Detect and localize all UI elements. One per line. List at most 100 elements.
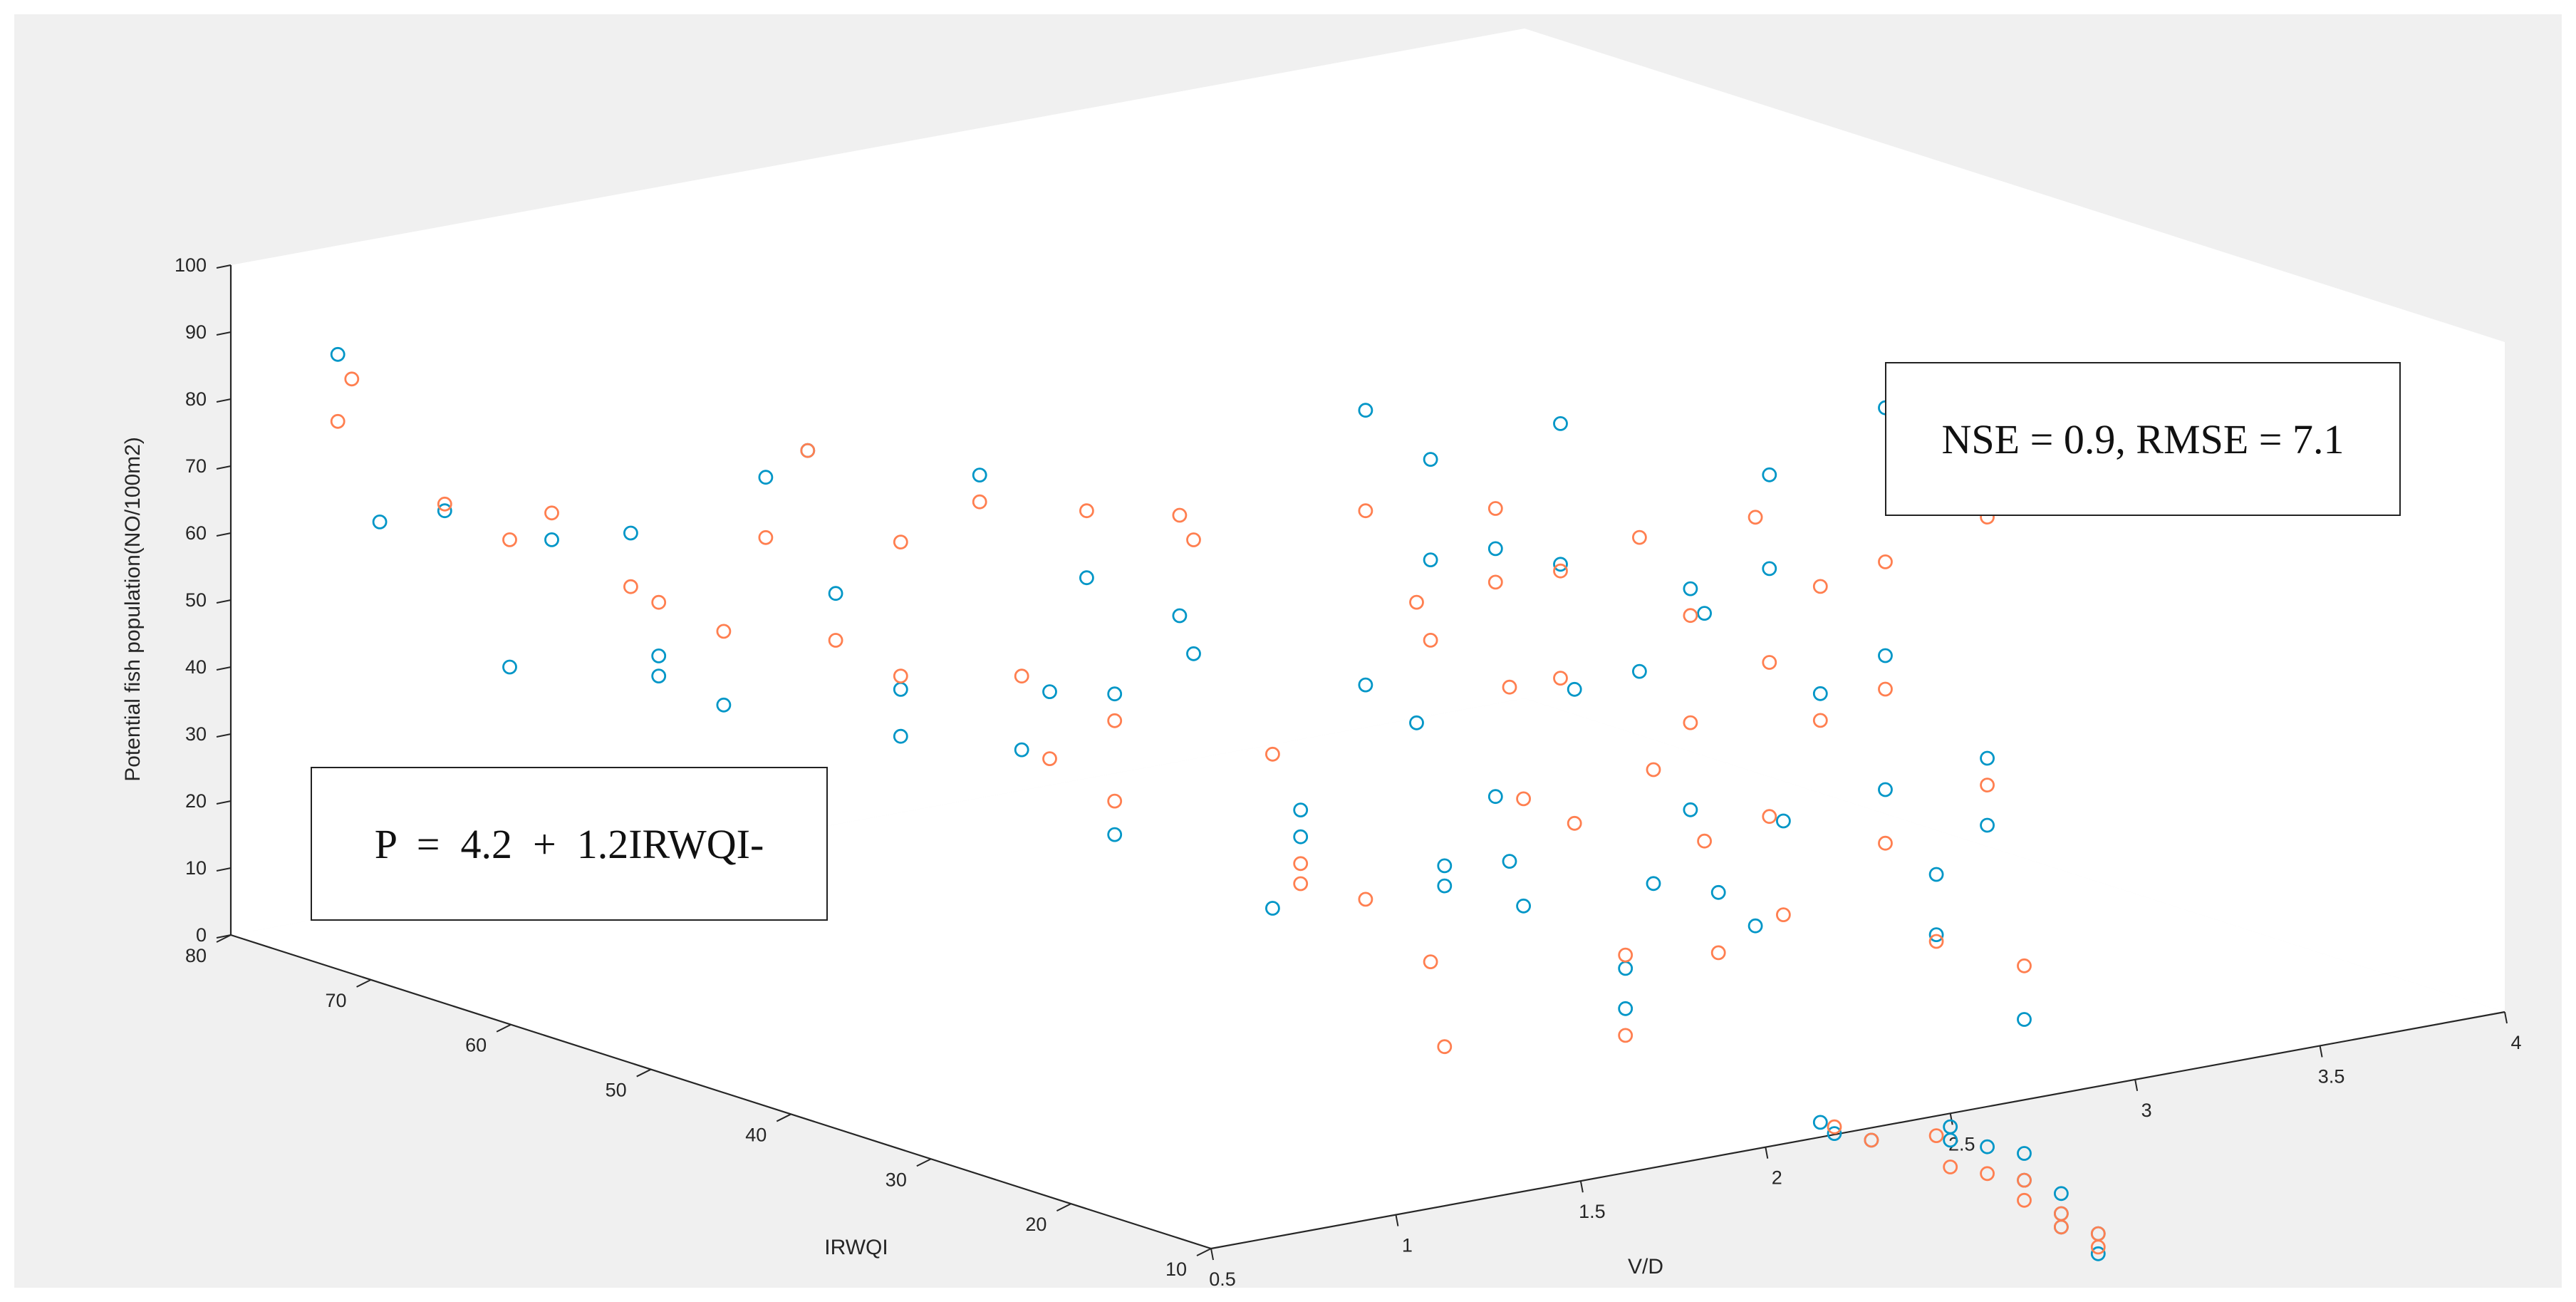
data-point-series-1 xyxy=(1079,570,1094,586)
data-point-series-2 xyxy=(330,413,346,429)
data-point-series-2 xyxy=(1980,777,1995,792)
data-point-series-2 xyxy=(1928,934,1944,949)
z-tick-label: 80 xyxy=(185,388,207,410)
y-tick-label: 60 xyxy=(465,1035,487,1056)
x-axis-title: V/D xyxy=(1628,1255,1663,1278)
data-point-series-1 xyxy=(1502,854,1517,869)
data-point-series-1 xyxy=(1980,817,1995,833)
data-point-series-2 xyxy=(1172,507,1188,523)
z-tick-label: 50 xyxy=(185,589,207,611)
data-point-series-2 xyxy=(651,594,667,610)
data-point-series-1 xyxy=(972,467,987,482)
y-tick-label: 20 xyxy=(1025,1214,1046,1235)
data-point-series-1 xyxy=(437,503,452,519)
data-point-series-1 xyxy=(1812,686,1828,701)
y-tick-mark xyxy=(356,978,372,988)
data-point-series-2 xyxy=(1107,793,1123,809)
data-point-series-1 xyxy=(1827,1126,1842,1141)
x-tick-label: 3.5 xyxy=(2318,1065,2345,1087)
data-point-series-1 xyxy=(1618,1001,1634,1016)
data-point-series-2 xyxy=(1631,529,1647,545)
data-point-series-2 xyxy=(2017,1172,2032,1188)
data-point-series-2 xyxy=(1186,532,1201,547)
data-point-series-2 xyxy=(1618,1028,1634,1043)
x-tick-mark xyxy=(1210,1248,1214,1261)
data-point-series-1 xyxy=(1683,581,1698,596)
data-points xyxy=(330,346,2106,1261)
data-point-series-2 xyxy=(1697,833,1713,849)
data-point-series-1 xyxy=(1980,750,1995,766)
data-point-series-2 xyxy=(1042,751,1057,766)
z-axis-title: Potential fish population(NO/100m2) xyxy=(121,437,145,782)
data-point-series-1 xyxy=(1437,878,1453,894)
data-point-series-2 xyxy=(1878,835,1893,851)
data-point-series-2 xyxy=(1502,679,1517,695)
data-point-series-1 xyxy=(1697,606,1713,621)
x-tick-mark xyxy=(1765,1147,1769,1159)
data-point-series-2 xyxy=(1079,503,1094,519)
axis-ticks: 0.511.522.533.54102030405060708001020304… xyxy=(175,254,2522,1290)
x-tick-label: 2.5 xyxy=(1948,1133,1975,1154)
data-point-series-2 xyxy=(2053,1219,2069,1235)
z-tick-label: 20 xyxy=(185,790,207,812)
x-tick-label: 0.5 xyxy=(1209,1269,1236,1290)
back-wall-pane xyxy=(231,29,1525,935)
data-point-series-2 xyxy=(1487,501,1503,516)
data-point-series-1 xyxy=(2090,1246,2106,1261)
data-point-series-1 xyxy=(2053,1186,2069,1202)
data-point-series-1 xyxy=(1747,918,1763,934)
data-point-series-1 xyxy=(1762,561,1777,577)
x-tick-mark xyxy=(1579,1180,1584,1193)
data-point-series-2 xyxy=(1827,1119,1842,1135)
data-point-series-1 xyxy=(1172,608,1188,624)
data-point-series-2 xyxy=(1878,554,1893,569)
data-point-series-2 xyxy=(1423,633,1438,648)
data-point-series-1 xyxy=(1358,403,1373,418)
data-point-series-1 xyxy=(1646,876,1661,892)
data-point-series-2 xyxy=(800,443,816,458)
z-tick-mark xyxy=(216,800,232,805)
data-point-series-1 xyxy=(502,659,517,675)
data-point-series-2 xyxy=(1775,907,1791,922)
data-point-series-2 xyxy=(758,529,774,545)
x-tick-mark xyxy=(1395,1214,1399,1226)
y-tick-mark xyxy=(916,1158,932,1167)
y-tick-label: 50 xyxy=(606,1080,627,1101)
data-point-series-2 xyxy=(1747,510,1763,525)
data-point-series-1 xyxy=(623,525,638,541)
data-point-series-2 xyxy=(2017,958,2032,973)
data-point-series-1 xyxy=(1878,648,1893,663)
data-point-series-1 xyxy=(1186,646,1201,661)
data-point-series-2 xyxy=(1409,594,1424,610)
data-point-series-2 xyxy=(1265,746,1280,762)
y-tick-label: 10 xyxy=(1165,1259,1187,1280)
data-point-series-1 xyxy=(1423,452,1438,467)
data-point-series-2 xyxy=(623,579,638,594)
data-point-series-1 xyxy=(1487,789,1503,805)
z-tick-label: 60 xyxy=(185,522,207,544)
data-point-series-1 xyxy=(1812,1115,1828,1130)
data-point-series-1 xyxy=(1553,557,1568,572)
y-tick-label: 40 xyxy=(745,1124,767,1145)
data-point-series-2 xyxy=(828,633,843,648)
data-point-series-2 xyxy=(1618,947,1634,963)
data-point-series-1 xyxy=(1107,686,1123,702)
data-point-series-2 xyxy=(502,532,517,547)
z-tick-label: 0 xyxy=(196,924,207,946)
data-point-series-1 xyxy=(1710,884,1726,900)
y-tick-mark xyxy=(1056,1203,1071,1212)
equation-annotation: P = 4.2 + 1.2IRWQI- xyxy=(311,767,828,921)
z-tick-label: 90 xyxy=(185,321,207,343)
y-tick-mark xyxy=(776,1113,791,1122)
data-point-series-2 xyxy=(893,534,908,549)
x-axis-line xyxy=(1210,1011,2505,1250)
data-point-series-2 xyxy=(1683,608,1698,624)
y-axis-line xyxy=(230,934,1212,1250)
data-point-series-2 xyxy=(1358,503,1373,519)
data-point-series-1 xyxy=(1980,1139,1995,1154)
data-point-series-1 xyxy=(1567,681,1582,697)
data-point-series-1 xyxy=(1683,802,1698,817)
y-axis-title: IRWQI xyxy=(824,1236,888,1259)
data-point-series-1 xyxy=(1107,827,1123,842)
